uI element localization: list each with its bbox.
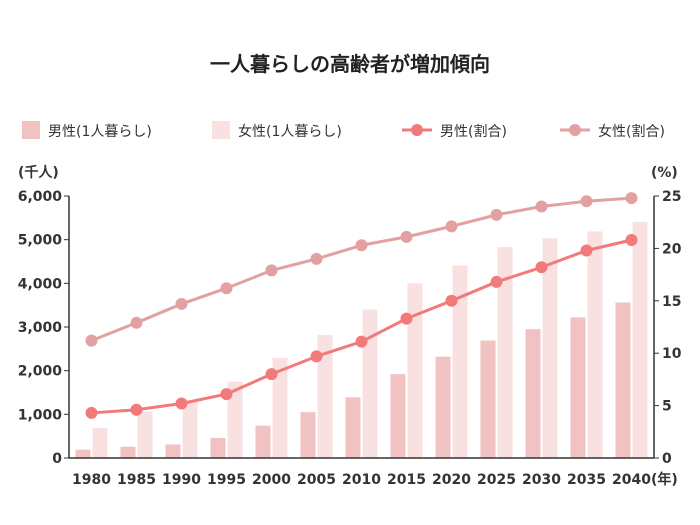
marker-male-ratio bbox=[265, 368, 278, 381]
y-right-tick-label: 25 bbox=[662, 189, 681, 205]
x-tick-label: 2025 bbox=[477, 472, 516, 488]
legend-item-female-ratio: 女性(割合) bbox=[560, 123, 665, 140]
lines bbox=[85, 192, 638, 419]
chart-title: 一人暮らしの高齢者が増加傾向 bbox=[210, 52, 490, 76]
marker-female-ratio bbox=[175, 297, 188, 310]
x-tick-label: 2005 bbox=[297, 472, 336, 488]
legend: 男性(1人暮らし) 女性(1人暮らし) 男性(割合) 女性(割合) bbox=[22, 121, 665, 140]
x-tick-label: 2020 bbox=[432, 472, 471, 488]
legend-label-female-single: 女性(1人暮らし) bbox=[238, 123, 342, 140]
x-tick-label: 2010 bbox=[342, 472, 381, 488]
bar-male-single bbox=[255, 425, 271, 458]
bar-female-single bbox=[362, 309, 378, 458]
x-tick-label: 2035 bbox=[567, 472, 606, 488]
y-left-tick-label: 6,000 bbox=[18, 189, 63, 205]
marker-female-ratio bbox=[85, 334, 98, 347]
marker-male-ratio bbox=[445, 294, 458, 307]
x-tick-label: 2030 bbox=[522, 472, 561, 488]
marker-male-ratio bbox=[580, 244, 593, 257]
marker-male-ratio bbox=[625, 234, 638, 247]
y-left-tick-label: 3,000 bbox=[18, 320, 63, 336]
marker-female-ratio bbox=[580, 195, 593, 208]
x-tick-label: 1990 bbox=[162, 472, 201, 488]
legend-label-male-single: 男性(1人暮らし) bbox=[48, 124, 152, 140]
bar-male-single bbox=[390, 374, 406, 458]
x-unit: (年) bbox=[651, 471, 678, 488]
bar-male-single bbox=[120, 446, 136, 458]
y-left-tick-label: 0 bbox=[52, 451, 62, 467]
marker-male-ratio bbox=[400, 312, 413, 325]
legend-swatch-male-single bbox=[22, 121, 40, 139]
bar-female-single bbox=[227, 381, 243, 458]
marker-male-ratio bbox=[220, 388, 233, 401]
x-tick-label: 2000 bbox=[252, 472, 291, 488]
marker-female-ratio bbox=[310, 252, 323, 265]
y-right-tick-label: 15 bbox=[662, 294, 681, 310]
bar-male-single bbox=[525, 329, 541, 458]
bar-female-single bbox=[317, 334, 333, 458]
y-right-tick-label: 20 bbox=[662, 241, 682, 257]
marker-male-ratio bbox=[490, 275, 503, 288]
bar-female-single bbox=[542, 238, 558, 458]
marker-male-ratio bbox=[355, 335, 368, 348]
bar-male-single bbox=[345, 397, 361, 458]
bar-female-single bbox=[272, 358, 288, 458]
y-left-tick-label: 1,000 bbox=[18, 407, 63, 423]
x-tick-label: 1995 bbox=[207, 472, 246, 488]
marker-female-ratio bbox=[355, 239, 368, 252]
bar-female-single bbox=[632, 221, 648, 458]
bars bbox=[75, 221, 648, 458]
y-left-tick-label: 2,000 bbox=[18, 364, 63, 380]
bar-male-single bbox=[435, 356, 451, 458]
axes: 01,0002,0003,0004,0005,0006,000051015202… bbox=[18, 189, 682, 488]
y-left-tick-label: 4,000 bbox=[18, 276, 63, 292]
y-right-tick-label: 10 bbox=[662, 346, 682, 362]
legend-item-female-single: 女性(1人暮らし) bbox=[212, 121, 342, 140]
marker-female-ratio bbox=[625, 192, 638, 205]
bar-male-single bbox=[570, 317, 586, 458]
marker-female-ratio bbox=[400, 230, 413, 243]
x-tick-label: 2040 bbox=[612, 472, 651, 488]
bar-female-single bbox=[407, 283, 423, 458]
legend-label-female-ratio: 女性(割合) bbox=[598, 123, 665, 140]
bar-female-single bbox=[137, 411, 153, 458]
bar-female-single bbox=[92, 427, 108, 458]
y-right-unit: (%) bbox=[651, 165, 678, 181]
bar-female-single bbox=[497, 247, 513, 458]
y-right-tick-label: 0 bbox=[662, 451, 672, 467]
x-tick-label: 2015 bbox=[387, 472, 426, 488]
legend-item-male-single: 男性(1人暮らし) bbox=[22, 121, 152, 140]
marker-male-ratio bbox=[130, 403, 143, 416]
marker-female-ratio bbox=[535, 200, 548, 213]
bar-male-single bbox=[165, 444, 181, 458]
legend-item-male-ratio: 男性(割合) bbox=[402, 123, 507, 140]
bar-female-single bbox=[587, 231, 603, 458]
marker-female-ratio bbox=[220, 282, 233, 295]
x-tick-label: 1980 bbox=[72, 472, 111, 488]
bar-female-single bbox=[182, 400, 198, 458]
marker-female-ratio bbox=[130, 316, 143, 329]
bar-male-single bbox=[480, 340, 496, 458]
bar-male-single bbox=[75, 449, 91, 458]
legend-marker-female-ratio bbox=[569, 124, 581, 136]
bar-female-single bbox=[452, 265, 468, 458]
y-left-tick-label: 5,000 bbox=[18, 233, 63, 249]
bar-male-single bbox=[210, 437, 226, 458]
marker-male-ratio bbox=[85, 406, 98, 419]
legend-marker-male-ratio bbox=[411, 124, 423, 136]
marker-female-ratio bbox=[445, 220, 458, 233]
y-left-unit: (千人) bbox=[18, 164, 59, 181]
marker-female-ratio bbox=[265, 264, 278, 277]
bar-male-single bbox=[300, 412, 316, 458]
bar-male-single bbox=[615, 302, 631, 458]
marker-male-ratio bbox=[535, 261, 548, 274]
marker-male-ratio bbox=[175, 397, 188, 410]
y-right-tick-label: 5 bbox=[662, 399, 672, 415]
marker-female-ratio bbox=[490, 208, 503, 221]
marker-male-ratio bbox=[310, 350, 323, 363]
legend-label-male-ratio: 男性(割合) bbox=[440, 123, 507, 140]
x-tick-label: 1985 bbox=[117, 472, 156, 488]
legend-swatch-female-single bbox=[212, 121, 230, 139]
